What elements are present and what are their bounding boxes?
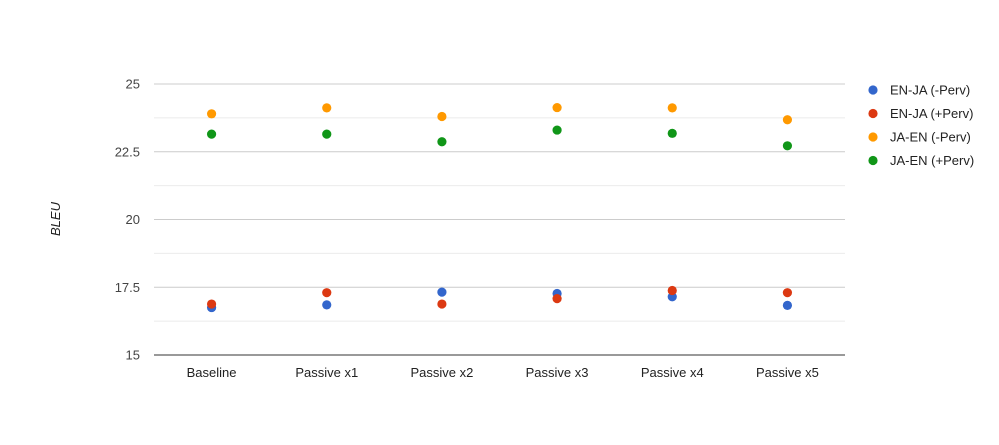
x-axis-ticks: Baseline Passive x1 Passive x2 Passive x3 Pa… [187,365,819,380]
x-tick-label: Passive x4 [641,365,704,380]
x-tick-label: Passive x2 [410,365,473,380]
data-point-series-2 [667,103,677,113]
data-point-series-2 [552,102,562,113]
data-point-series-1 [552,294,562,304]
y-tick-label: 25 [126,77,140,92]
data-point-series-1 [667,285,677,296]
data-point-series-3 [552,125,562,135]
legend-marker [868,108,878,119]
legend-marker [868,85,878,95]
data-point-series-1 [782,288,793,298]
x-tick-label: Passive x1 [295,365,358,380]
y-axis-label: BLEU [48,201,63,236]
data-point-series-3 [782,141,793,151]
data-point-series-1 [322,288,332,298]
legend-label: JA-EN (+Perv) [890,153,974,168]
x-tick-label: Baseline [187,365,237,380]
data-point-series-0 [437,287,447,297]
grid-lines [154,83,845,356]
y-tick-label: 17.5 [115,280,140,295]
y-axis-ticks: 15 17.5 20 22.5 25 [115,77,140,363]
data-point-series-1 [437,299,447,309]
data-point-series-1 [206,299,217,309]
data-point-series-0 [782,300,793,311]
data-point-series-2 [206,109,217,119]
data-point-series-2 [782,115,793,125]
data-point-series-2 [437,111,447,122]
data-point-series-0 [322,300,332,310]
data-points [206,102,793,313]
y-tick-label: 20 [126,212,140,227]
legend-marker [868,132,878,142]
y-tick-label: 22.5 [115,144,140,159]
legend-label: EN-JA (-Perv) [890,83,970,98]
legend-label: JA-EN (-Perv) [890,130,971,145]
x-tick-label: Passive x5 [756,365,819,380]
data-point-series-3 [322,129,332,139]
data-point-series-3 [437,137,447,147]
legend-label: EN-JA (+Perv) [890,106,973,121]
y-tick-label: 15 [126,348,140,363]
data-point-series-2 [322,103,332,113]
legend-marker [868,155,878,166]
data-point-series-3 [667,128,677,138]
x-tick-label: Passive x3 [526,365,589,380]
legend: EN-JA (-Perv) EN-JA (+Perv) JA-EN (-Perv) J… [868,83,974,168]
data-point-series-3 [206,129,217,139]
